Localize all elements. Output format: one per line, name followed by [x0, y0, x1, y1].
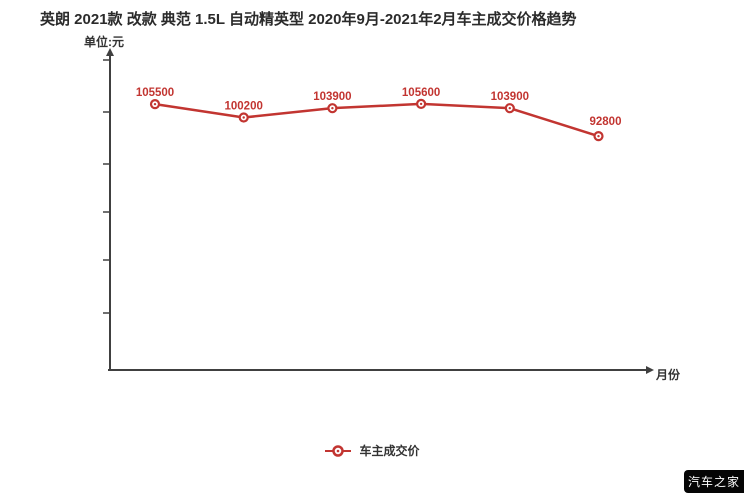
- data-point-label: 92800: [590, 116, 622, 128]
- legend-item-transaction-price[interactable]: 车主成交价: [324, 442, 420, 459]
- data-point-center-dot: [242, 116, 245, 119]
- x-axis-arrow-icon: [646, 366, 654, 374]
- line-series-legend-icon: [325, 444, 352, 457]
- data-point-center-dot: [597, 134, 600, 138]
- y-axis-unit-label: 单位:元: [84, 35, 124, 49]
- data-point-label: 100200: [225, 100, 263, 112]
- data-point-label: 105600: [402, 87, 440, 99]
- data-point-label: 103900: [491, 91, 529, 103]
- data-point-center-dot: [508, 106, 511, 110]
- data-point-center-dot: [153, 102, 157, 106]
- watermark-text: 汽车之家: [687, 475, 740, 489]
- legend-item-label: 车主成交价: [359, 444, 420, 458]
- price-trend-line: [154, 102, 599, 138]
- autohome-watermark: 汽车之家: [684, 470, 744, 493]
- data-point-label: 103900: [313, 91, 351, 103]
- data-point-label: 105500: [136, 87, 174, 99]
- chart-title: 英朗 2021款 改款 典范 1.5L 自动精英型 2020年9月-2021年2…: [40, 11, 577, 28]
- y-axis-arrow-icon: [106, 48, 114, 56]
- legend: 车主成交价: [0, 442, 744, 459]
- data-point-center-dot: [331, 106, 334, 110]
- data-point-center-dot: [419, 102, 423, 106]
- x-axis-label: 月份: [656, 368, 681, 382]
